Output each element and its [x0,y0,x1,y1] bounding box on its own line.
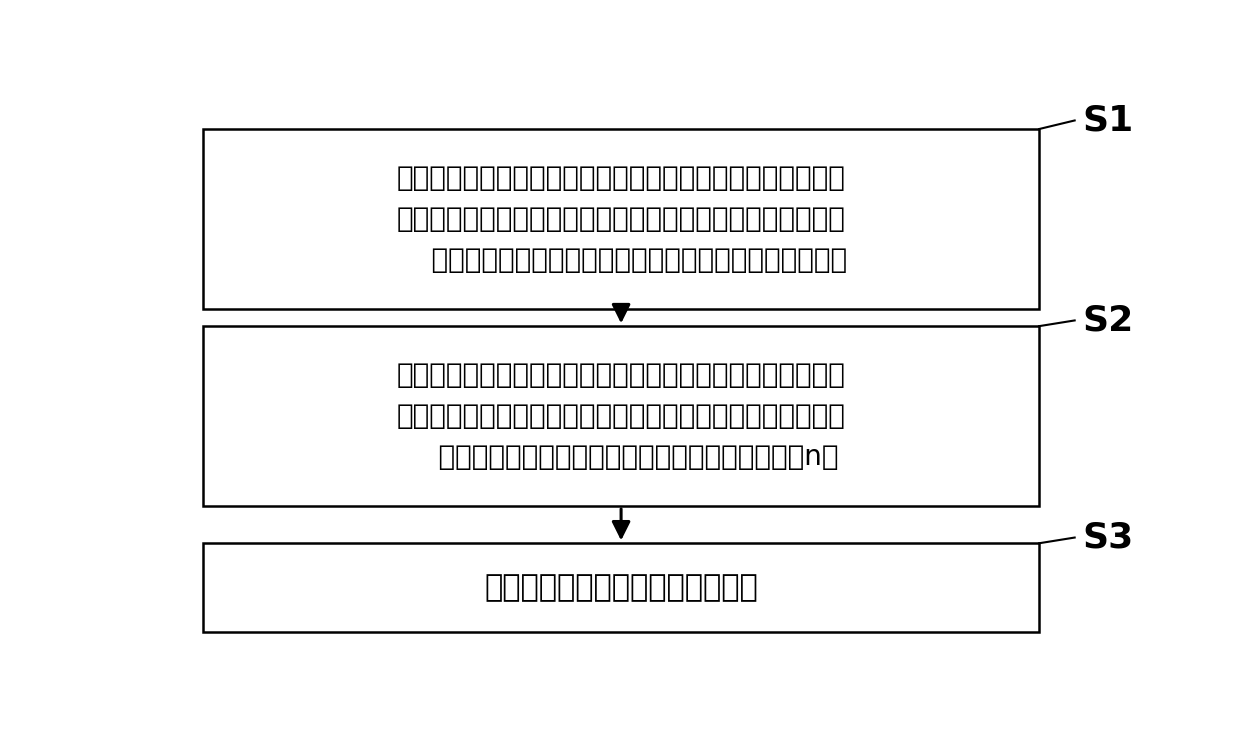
Text: 控制发射接收超声探头以预设发射频率，且以第一预设发射角
度发出超声波信号，超声波信号通过声学超材料结构后到达被
    测物体；预设发射频率与声学超材料结构的响: 控制发射接收超声探头以预设发射频率，且以第一预设发射角 度发出超声波信号，超声波… [396,164,847,275]
Text: 采用回波信号重建被测物体的图像: 采用回波信号重建被测物体的图像 [484,573,758,602]
Bar [203,326,1039,506]
Text: S1: S1 [1083,103,1133,137]
Text: S3: S3 [1083,521,1133,554]
Bar [203,543,1039,632]
Text: 控制发射接收超声探头以预设接收频率，且分别以第一预设接
收角度、第二预设接收角度和第三预设接收角度接收被测物体
    反射的回波信号；预设接收频率为预设发射频: 控制发射接收超声探头以预设接收频率，且分别以第一预设接 收角度、第二预设接收角度… [397,361,846,471]
Text: S2: S2 [1083,303,1133,338]
Bar [203,129,1039,309]
